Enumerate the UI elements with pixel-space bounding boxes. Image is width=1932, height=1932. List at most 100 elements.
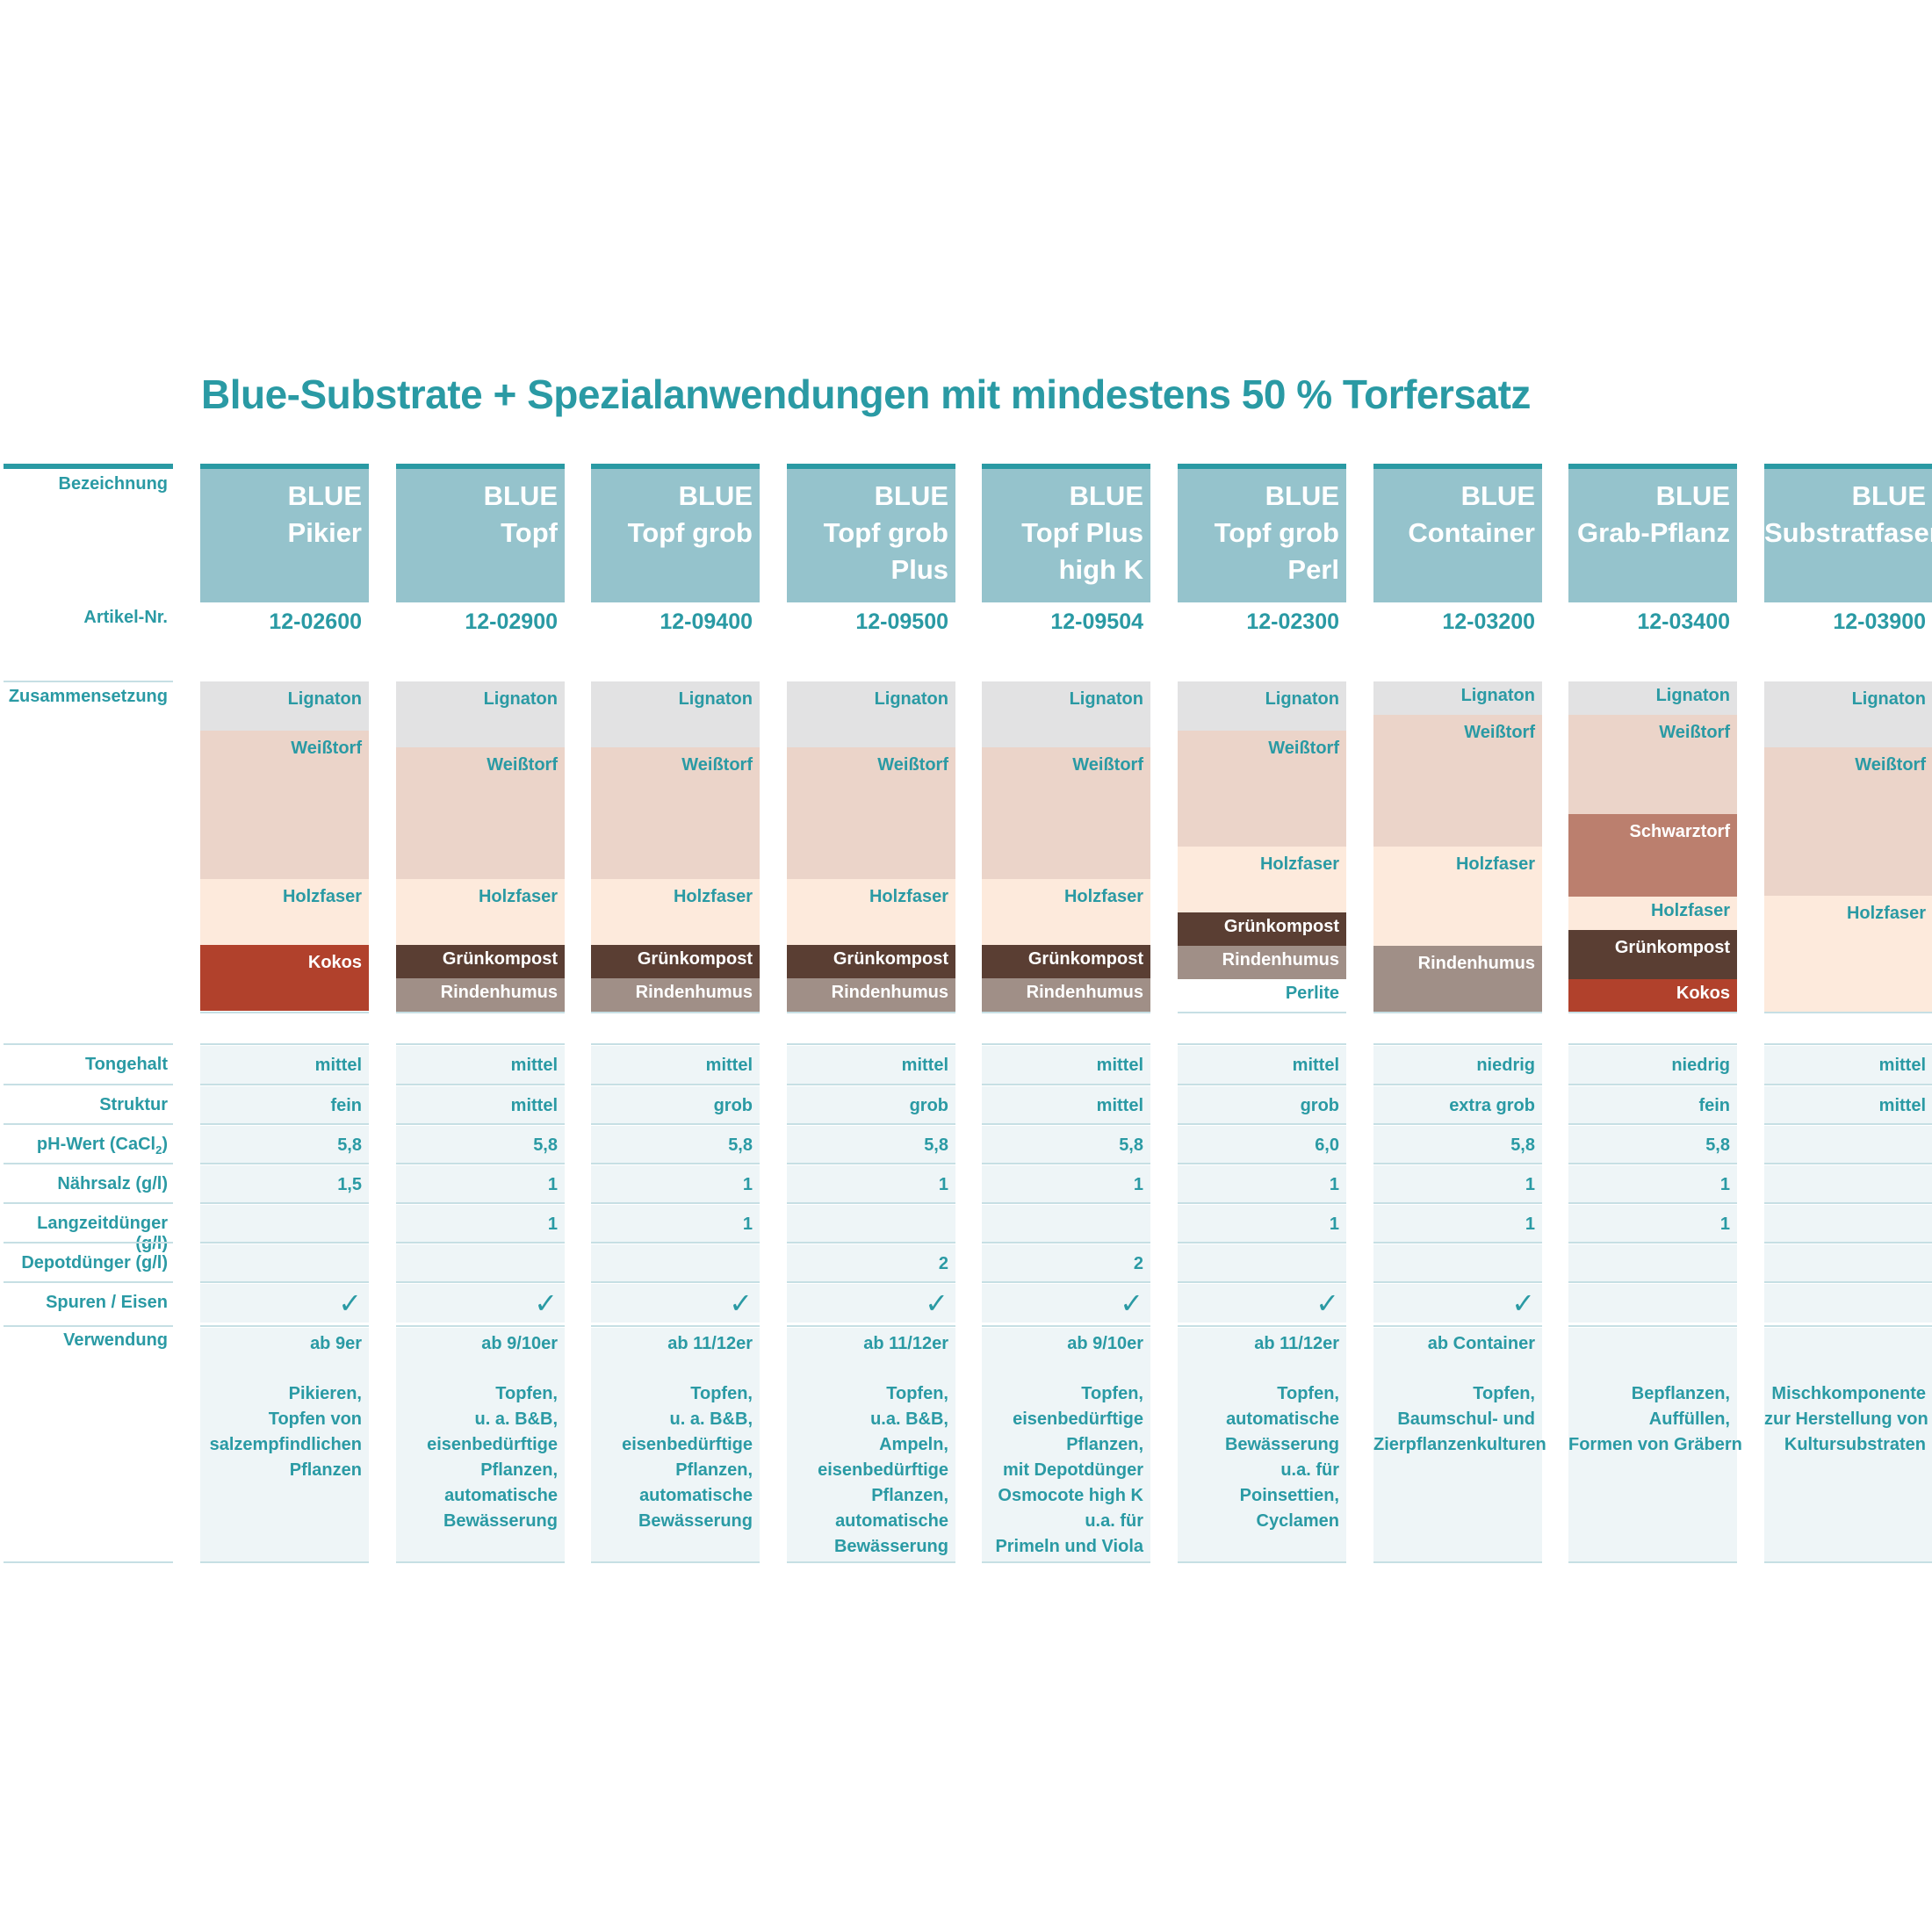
property-depot [200,1244,369,1283]
property-ph: 5,8 [1568,1126,1737,1164]
row-line [1764,1281,1932,1283]
property-langzeit: 1 [1568,1205,1737,1244]
row-line [982,1325,1150,1327]
usage-line: Pflanzen [289,1460,362,1480]
usage-gap [396,1357,558,1381]
row-line [396,1043,565,1045]
usage-line: Poinsettien, [1239,1486,1339,1505]
property-spuren: ✓ [1373,1284,1542,1323]
product-name-line: Container [1408,517,1535,548]
row-line [396,1325,565,1327]
check-icon: ✓ [729,1287,753,1319]
usage-line: zur Herstellung von [1764,1409,1928,1429]
product-header: BLUE Substratfaser [1764,464,1932,602]
label-struktur: Struktur [99,1095,168,1114]
label-bezeichnung: Bezeichnung [58,474,168,494]
article-number: 12-03200 [1442,609,1535,634]
usage-line: Kultursubstraten [1784,1435,1926,1454]
usage-line: Topfen, [886,1384,948,1403]
usage-cell: ab 9/10er Topfen, u. a. B&B, eisenbedürftig… [396,1328,565,1561]
page-title: Blue-Substrate + Spezialanwendungen mit … [201,371,1531,417]
row-line [1178,1325,1346,1327]
label-naehrsalz: Nährsalz (g/l) [57,1174,168,1193]
usage-line: mit Depotdünger [1003,1460,1143,1480]
product-name-line: Plus [890,554,948,585]
usage-line: Topfen, [690,1384,753,1403]
usage-line: eisenbedürftige [818,1460,948,1480]
property-langzeit: 1 [1373,1205,1542,1244]
row-line [591,1281,760,1283]
property-tongehalt: mittel [1178,1046,1346,1085]
property-ph [1764,1126,1932,1164]
composition-segment: Lignaton [1178,681,1346,731]
row-line [787,1242,955,1244]
row-line [1764,1043,1932,1045]
property-tongehalt: mittel [200,1046,369,1085]
label-depot: Depotdünger (g/l) [21,1253,168,1272]
product-name-line: Pikier [287,517,362,548]
usage-line: Formen von Gräbern [1568,1435,1742,1454]
row-line [982,1281,1150,1283]
composition-segment: Holzfaser [1178,847,1346,912]
usage-line: u.a. B&B, [870,1409,948,1429]
property-naehrsalz: 1 [1373,1165,1542,1204]
property-struktur: extra grob [1373,1086,1542,1125]
usage-line: Zierpflanzenkulturen [1373,1435,1546,1454]
property-tongehalt: mittel [1764,1046,1932,1085]
row-line [200,1281,369,1283]
row-line [396,1202,565,1204]
usage-cell: ab 9/10er Topfen, eisenbedürftige Pflanzen,… [982,1328,1150,1561]
usage-line: Ampeln, [879,1435,948,1454]
row-line [591,1163,760,1164]
usage-line: Bewässerung [638,1511,753,1531]
usage-line: eisenbedürftige [1013,1409,1143,1429]
row-line [200,1043,369,1045]
usage-line: Bewässerung [833,1537,948,1556]
check-icon: ✓ [1511,1287,1535,1319]
product-header: BLUE Pikier [200,464,369,602]
row-line [787,1084,955,1085]
composition-bottom-line [787,1012,955,1013]
usage-line: eisenbedürftige [427,1435,558,1454]
product-name-line: Topf grob [1214,517,1339,548]
row-line [200,1325,369,1327]
product-header: BLUE Topf grob [591,464,760,602]
usage-gap [200,1357,362,1381]
property-langzeit [1764,1205,1932,1244]
article-number: 12-03900 [1833,609,1926,634]
row-line [1178,1123,1346,1125]
bottom-line [591,1561,760,1563]
row-line [200,1163,369,1164]
label-row-line [4,1242,173,1244]
row-line [1568,1281,1737,1283]
row-line [1373,1043,1542,1045]
row-line [200,1202,369,1204]
bottom-line [1373,1561,1542,1563]
product-header: BLUE Grab-Pflanz [1568,464,1737,602]
row-line [1764,1084,1932,1085]
label-row-line [4,1202,173,1204]
row-line [1373,1123,1542,1125]
usage-line: Pflanzen, [675,1460,753,1480]
property-spuren: ✓ [200,1284,369,1323]
property-tongehalt: mittel [982,1046,1150,1085]
article-number: 12-09504 [1050,609,1143,634]
usage-line: Baumschul- und [1397,1409,1535,1429]
article-number: 12-02300 [1246,609,1339,634]
property-tongehalt: niedrig [1568,1046,1737,1085]
usage-cell: ab 11/12er Topfen, automatische Bewässerung… [1178,1328,1346,1561]
composition-segment: Rindenhumus [396,978,565,1012]
row-line [1178,1084,1346,1085]
row-line [1568,1043,1737,1045]
check-icon: ✓ [925,1287,948,1319]
row-line [787,1202,955,1204]
row-line [787,1043,955,1045]
property-depot [591,1244,760,1283]
row-line [396,1281,565,1283]
property-struktur: mittel [982,1086,1150,1125]
row-line [591,1084,760,1085]
composition-segment: Grünkompost [1178,912,1346,946]
row-line [1373,1202,1542,1204]
row-line [1373,1163,1542,1164]
usage-line: Pflanzen, [480,1460,558,1480]
